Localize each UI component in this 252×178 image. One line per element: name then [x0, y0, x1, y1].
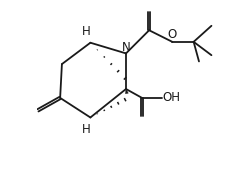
Polygon shape: [125, 89, 128, 94]
Text: H: H: [82, 25, 90, 38]
Text: H: H: [82, 122, 90, 136]
Text: N: N: [122, 41, 130, 54]
Text: OH: OH: [162, 91, 180, 104]
Text: O: O: [168, 28, 177, 41]
